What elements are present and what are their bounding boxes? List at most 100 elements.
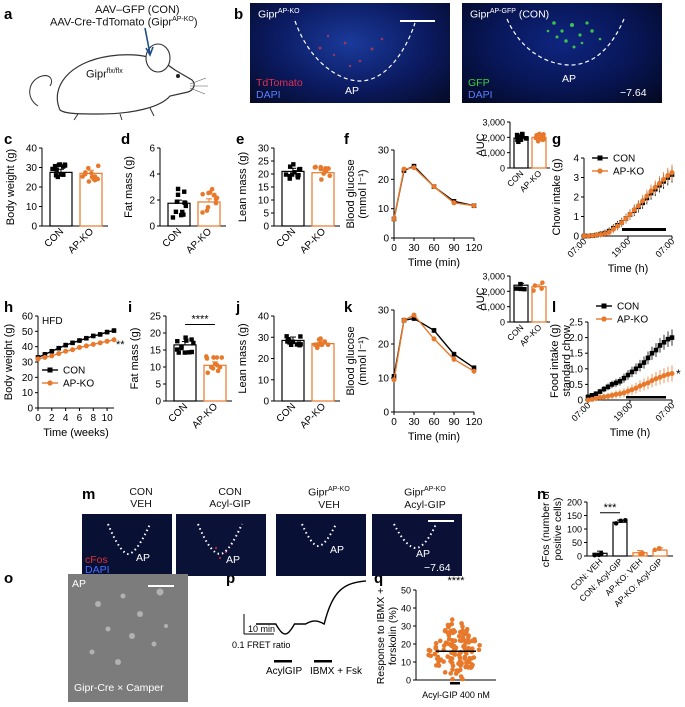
data-point [49, 353, 55, 359]
y-tick-label: 2 [149, 196, 155, 207]
virus-label-ko: AAV-Cre-TdTomato (GiprAP-KO) [50, 16, 198, 29]
chart-c: 0 10 20 30 40 Body weight (g) CON AP-KO [5, 144, 108, 256]
y-tick-label: 30 [22, 358, 34, 369]
y-tick-label: 2 [573, 193, 579, 204]
data-point [661, 373, 667, 379]
data-point [633, 366, 639, 372]
panel-label-e: e [236, 131, 245, 148]
bar [513, 137, 529, 169]
data-point [318, 342, 324, 347]
y-tick-label: 20 [22, 373, 34, 384]
data-point [315, 344, 320, 349]
data-point [56, 351, 62, 357]
panel-label-h: h [4, 299, 14, 316]
histology-ko-title: GiprAP-KO [258, 8, 300, 21]
x-tick-label: 30 [408, 243, 420, 254]
data-point [179, 212, 184, 218]
data-point [451, 200, 457, 206]
y-tick-label: 1.0 [569, 364, 583, 375]
y-tick-label: 1.5 [569, 349, 583, 360]
data-point [598, 231, 604, 237]
y-tick-label: 10 [258, 375, 270, 386]
x-tick-label: 07:00 [653, 400, 676, 423]
data-point [637, 383, 643, 389]
data-point [200, 210, 205, 215]
panel-label-b: b [234, 6, 244, 23]
data-point [535, 135, 541, 140]
y-axis-label: cFos (number of [540, 491, 552, 568]
data-point [585, 233, 591, 239]
chart-l: 0 0.5 1.0 1.5 2.0 2.5 Food intake (g) standard … [549, 302, 681, 440]
category-label: AP-KO [66, 226, 96, 256]
data-point [111, 328, 117, 333]
significance-stars: * [676, 367, 681, 381]
data-point [455, 669, 461, 674]
x-tick-label: 07:00 [569, 400, 592, 423]
m-region-4: AP [416, 548, 431, 560]
histology-con-title: GiprAP-GFP (CON) [470, 8, 550, 21]
y-tick-label: 3 [573, 173, 579, 184]
data-point [89, 170, 94, 176]
cfos-image-con-veh: cFos DAPI AP [82, 514, 172, 576]
panel-label-o: o [4, 570, 14, 587]
bar [49, 171, 73, 227]
x-tick-label: 30 [408, 417, 420, 428]
cfos-image-ko-gip: AP −7.64 [372, 514, 462, 576]
x-tick-label: 10 [102, 413, 114, 424]
y-tick-label: 200 [567, 498, 582, 508]
data-point [669, 335, 675, 340]
significance-stars: **** [191, 314, 209, 326]
y-axis-label-2: (mmol l⁻¹) [357, 336, 369, 385]
o-region: AP [72, 578, 87, 590]
data-point [212, 192, 217, 198]
data-point [316, 337, 322, 342]
data-point [615, 223, 621, 229]
data-point [618, 518, 624, 524]
data-point [446, 624, 451, 630]
o-caption: Gipr-Cre × Camper [74, 682, 164, 694]
data-point [184, 338, 189, 343]
data-point [477, 642, 482, 648]
data-point [445, 654, 451, 659]
panel-label-i: i [128, 299, 133, 316]
data-point [95, 163, 101, 169]
data-point [91, 176, 97, 182]
y-tick-label: 0 [577, 552, 582, 562]
y-tick-label: 10 [150, 363, 162, 374]
significance-stars: **** [447, 575, 465, 587]
data-point [645, 380, 651, 386]
data-point [446, 641, 451, 647]
y-tick-label: 10 [378, 374, 390, 385]
y-tick-label: 1,000 [482, 148, 505, 158]
category-label: AP-KO [298, 401, 328, 431]
region-ap-2: AP [562, 73, 577, 85]
y-tick-label: 2,000 [482, 287, 505, 297]
m-coord: −7.64 [424, 562, 451, 574]
data-point [76, 344, 82, 350]
data-point [77, 338, 82, 343]
data-point [86, 165, 91, 171]
x-tick-label: 2 [49, 413, 55, 424]
legend-label: CON [617, 302, 639, 313]
data-point [640, 551, 645, 557]
data-point [319, 177, 324, 182]
data-point [431, 328, 437, 333]
data-point [605, 393, 611, 399]
data-point [540, 280, 545, 285]
data-point [104, 338, 110, 344]
y-tick-label: 30 [258, 333, 270, 344]
x-axis-label: Time (min) [408, 431, 460, 443]
data-point [597, 389, 603, 394]
scale-label-y: 0.1 FRET ratio [232, 640, 290, 650]
y-tick-label: 3,000 [482, 272, 505, 282]
data-point [433, 644, 439, 650]
bar [531, 286, 547, 323]
y-axis-label: AUC [475, 287, 487, 310]
data-point [176, 350, 181, 355]
legend-marker [601, 303, 607, 309]
data-point [104, 329, 110, 335]
data-point [589, 233, 595, 239]
x-axis-label: Time (h) [610, 427, 651, 439]
y-tick-label: 30 [378, 146, 390, 157]
